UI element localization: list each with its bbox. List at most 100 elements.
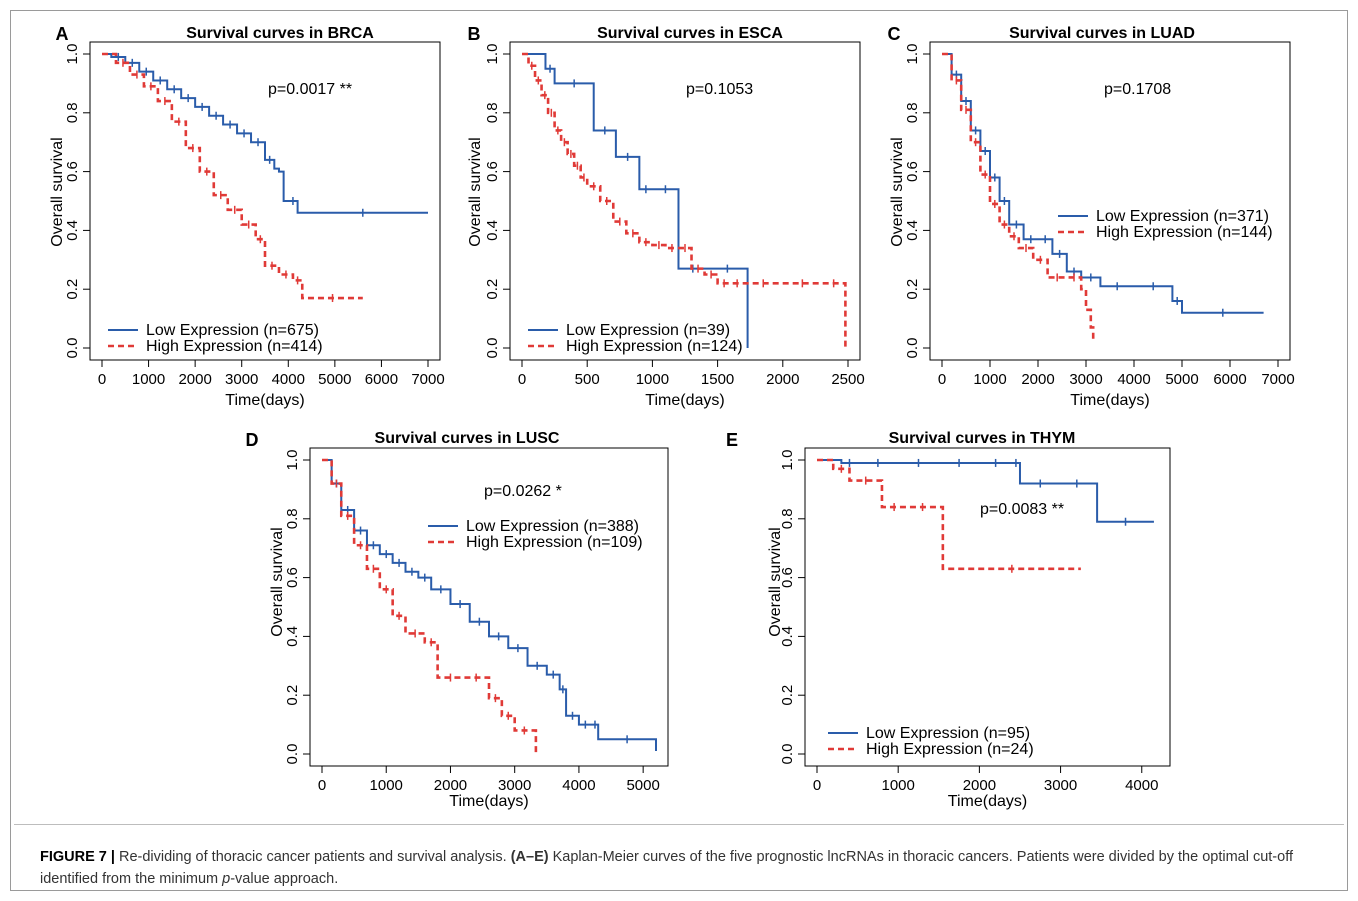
y-tick-label: 0.2	[904, 279, 921, 300]
low-expression-curve	[102, 53, 428, 214]
x-tick-label: 7000	[1261, 371, 1294, 388]
x-axis-label: Time(days)	[449, 793, 528, 810]
plot-box	[309, 447, 669, 767]
y-axis-label: Overall survival	[49, 137, 66, 246]
y-tick-label: 0.2	[779, 685, 796, 706]
y-tick-label: 0.2	[484, 279, 501, 300]
panel-d: Survival curves in LUSC D 0 1000 2000 3000 400…	[246, 430, 669, 810]
y-tick-label: 0.4	[64, 220, 81, 241]
high-expression-curve	[942, 52, 1095, 343]
y-tick-label: 0.8	[779, 508, 796, 529]
y-tick-label: 0.0	[779, 744, 796, 765]
y-axis-label: Overall survival	[467, 137, 484, 246]
x-tick-label: 3000	[1069, 371, 1102, 388]
y-tick-label: 0.0	[64, 338, 81, 359]
y-tick-label: 0.6	[484, 161, 501, 182]
x-tick-label: 2500	[831, 371, 864, 388]
plot-box	[804, 447, 1171, 767]
p-value: p=0.1053	[686, 81, 753, 98]
x-tick-label: 7000	[411, 371, 444, 388]
figure-frame	[10, 10, 1348, 891]
caption-label: FIGURE 7 |	[40, 849, 115, 865]
x-tick-label: 0	[938, 371, 946, 388]
x-axis-label: Time(days)	[645, 392, 724, 409]
y-tick-label: 0.0	[484, 338, 501, 359]
panel-letter: C	[888, 24, 901, 44]
caption-divider	[14, 824, 1344, 825]
y-tick-label: 0.4	[284, 626, 301, 647]
x-tick-label: 2000	[963, 777, 996, 794]
x-tick-label: 1000	[636, 371, 669, 388]
x-tick-label: 6000	[365, 371, 398, 388]
caption-text-3: -value approach.	[230, 871, 339, 887]
y-tick-label: 0.8	[284, 508, 301, 529]
y-tick-label: 0.6	[64, 161, 81, 182]
y-tick-label: 0.0	[284, 744, 301, 765]
x-tick-label: 6000	[1213, 371, 1246, 388]
p-value: p=0.0262 *	[484, 483, 562, 500]
y-tick-label: 0.0	[904, 338, 921, 359]
high-expression-curve	[322, 458, 538, 754]
y-tick-label: 0.8	[484, 102, 501, 123]
x-tick-label: 4000	[562, 777, 595, 794]
x-tick-label: 0	[518, 371, 526, 388]
x-tick-label: 5000	[626, 777, 659, 794]
high-expression-curve	[102, 52, 363, 300]
x-tick-label: 2000	[434, 777, 467, 794]
low-expression-curve	[322, 459, 657, 752]
y-tick-label: 0.4	[779, 626, 796, 647]
x-tick-label: 3000	[1044, 777, 1077, 794]
y-tick-label: 1.0	[779, 450, 796, 471]
x-tick-label: 0	[318, 777, 326, 794]
legend-entry: High Expression (n=109)	[466, 534, 643, 551]
x-tick-label: 2000	[766, 371, 799, 388]
y-tick-label: 0.2	[284, 685, 301, 706]
x-tick-label: 2000	[1021, 371, 1054, 388]
panel-e: Survival curves in THYM E 0 1000 2000 3000 400…	[726, 430, 1171, 810]
panel-letter: A	[56, 24, 69, 44]
y-tick-label: 0.6	[779, 567, 796, 588]
x-tick-label: 1500	[701, 371, 734, 388]
x-tick-label: 2000	[178, 371, 211, 388]
plot-box	[89, 41, 441, 361]
x-tick-label: 1000	[882, 777, 915, 794]
low-expression-curve	[942, 53, 1264, 314]
chart-title: Survival curves in ESCA	[597, 25, 783, 42]
figure-caption: FIGURE 7 | Re-dividing of thoracic cance…	[40, 846, 1320, 890]
legend-entry: High Expression (n=24)	[866, 741, 1034, 758]
chart-title: Survival curves in LUAD	[1009, 25, 1195, 42]
low-expression-curve	[522, 53, 749, 348]
y-tick-label: 1.0	[284, 450, 301, 471]
panel-letter: D	[246, 430, 259, 450]
y-tick-label: 0.8	[64, 102, 81, 123]
p-value: p=0.1708	[1104, 81, 1171, 98]
legend-entry: High Expression (n=414)	[146, 338, 323, 355]
x-tick-label: 1000	[132, 371, 165, 388]
y-tick-label: 1.0	[64, 44, 81, 65]
legend-entry: Low Expression (n=371)	[1096, 208, 1269, 225]
x-tick-label: 5000	[318, 371, 351, 388]
y-tick-label: 0.8	[904, 102, 921, 123]
panel-letter: B	[468, 24, 481, 44]
p-value: p=0.0083 **	[980, 501, 1064, 518]
x-tick-label: 1000	[370, 777, 403, 794]
x-tick-label: 0	[98, 371, 106, 388]
x-tick-label: 3000	[225, 371, 258, 388]
plot-box	[509, 41, 861, 361]
y-tick-label: 0.2	[64, 279, 81, 300]
x-axis-label: Time(days)	[1070, 392, 1149, 409]
legend-entry: Low Expression (n=675)	[146, 322, 319, 339]
high-expression-curve	[817, 458, 1081, 571]
chart-title: Survival curves in THYM	[889, 430, 1076, 447]
x-tick-label: 500	[575, 371, 600, 388]
chart-title: Survival curves in LUSC	[375, 430, 560, 447]
y-tick-label: 0.4	[484, 220, 501, 241]
x-tick-label: 4000	[272, 371, 305, 388]
chart-title: Survival curves in BRCA	[186, 25, 374, 42]
x-axis-label: Time(days)	[225, 392, 304, 409]
y-axis-label: Overall survival	[767, 527, 784, 636]
x-tick-label: 4000	[1117, 371, 1150, 388]
x-tick-label: 3000	[498, 777, 531, 794]
x-tick-label: 0	[813, 777, 821, 794]
